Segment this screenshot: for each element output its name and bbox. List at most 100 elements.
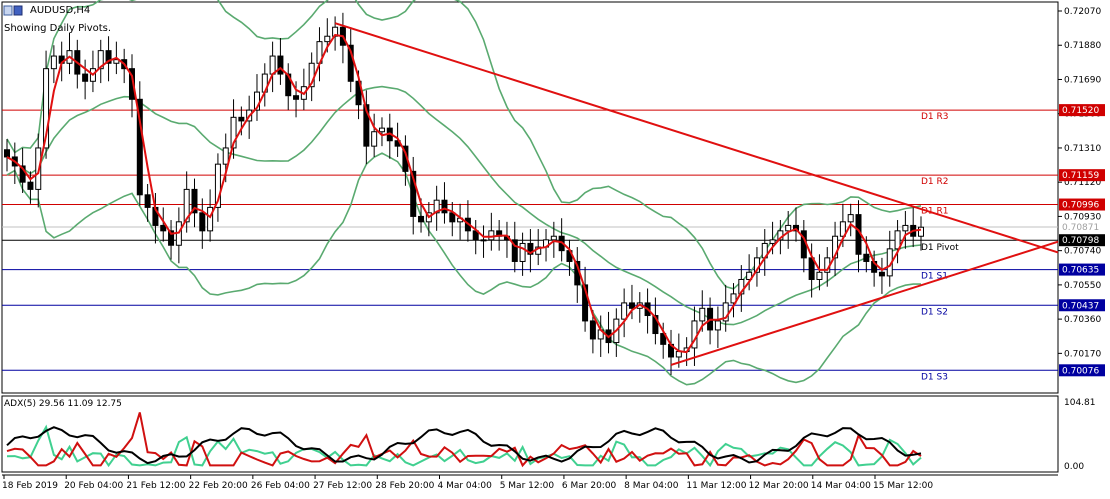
pivot-price-box bbox=[1059, 104, 1105, 117]
x-tick-label: 4 Mar 04:00 bbox=[438, 481, 493, 491]
candle bbox=[582, 284, 589, 322]
price-tick-label: 0.72070 bbox=[1064, 7, 1101, 17]
pivot-price-value: 0.71520 bbox=[1062, 106, 1099, 116]
x-tick-label: 5 Mar 12:00 bbox=[500, 481, 555, 491]
candle bbox=[207, 206, 214, 232]
candle bbox=[4, 149, 10, 158]
bollinger-lower bbox=[6, 152, 921, 386]
candle bbox=[105, 50, 112, 64]
candle bbox=[511, 239, 518, 262]
price-tick-label: 0.70170 bbox=[1064, 349, 1101, 359]
candle bbox=[847, 214, 854, 223]
candle bbox=[238, 116, 245, 122]
candle bbox=[418, 215, 425, 223]
x-tick-label: 12 Mar 20:00 bbox=[749, 481, 809, 491]
candle bbox=[652, 315, 659, 335]
adx-line bbox=[6, 426, 922, 465]
price-tick-label: 0.71880 bbox=[1064, 41, 1101, 51]
x-tick-label: 11 Mar 12:00 bbox=[686, 481, 746, 491]
pivot-label: D1 Pivot bbox=[921, 243, 959, 253]
candle bbox=[839, 221, 846, 237]
pivot-label: D1 R1 bbox=[921, 207, 949, 217]
candle bbox=[918, 226, 924, 237]
candle bbox=[832, 235, 839, 259]
candle bbox=[675, 351, 682, 358]
candle bbox=[628, 302, 635, 309]
pivot-label: D1 S3 bbox=[921, 372, 948, 382]
pivot-price-value: 0.70437 bbox=[1062, 301, 1099, 311]
chart-icon bbox=[3, 5, 13, 16]
moving-average bbox=[6, 33, 922, 354]
price-tick-label: 0.71120 bbox=[1064, 178, 1101, 188]
indicator-label: ADX(5) 29.56 11.09 12.75 bbox=[4, 399, 122, 409]
pivot-price-box bbox=[1059, 234, 1105, 247]
current-price-label: 0.70871 bbox=[1062, 223, 1099, 233]
x-tick-label: 21 Feb 12:00 bbox=[126, 481, 185, 491]
chart-header: AUDUSD,H4 bbox=[4, 5, 90, 16]
x-tick-label: 20 Feb 04:00 bbox=[64, 481, 123, 491]
x-tick-label: 6 Mar 20:00 bbox=[562, 481, 617, 491]
candle bbox=[722, 302, 729, 322]
pivot-price-value: 0.70798 bbox=[1062, 236, 1099, 246]
candle bbox=[168, 230, 175, 246]
candle bbox=[480, 239, 487, 242]
candle bbox=[50, 55, 57, 70]
pivot-subtitle: Showing Daily Pivots. bbox=[4, 23, 112, 34]
candle bbox=[746, 271, 753, 280]
price-tick-label: 0.70550 bbox=[1064, 281, 1101, 291]
x-tick-label: 28 Feb 20:00 bbox=[375, 481, 434, 491]
pivot-price-box bbox=[1059, 198, 1105, 211]
candle bbox=[410, 170, 417, 217]
candle bbox=[621, 302, 628, 320]
candle bbox=[43, 68, 50, 149]
price-tick-label: 0.71690 bbox=[1064, 75, 1101, 85]
candle bbox=[160, 224, 167, 232]
candle bbox=[82, 73, 89, 82]
x-tick-label: 14 Mar 04:00 bbox=[811, 481, 871, 491]
bollinger-middle bbox=[6, 85, 922, 326]
candle bbox=[222, 147, 229, 165]
candle bbox=[324, 35, 331, 43]
x-tick-label: 22 Feb 20:00 bbox=[189, 481, 248, 491]
x-tick-label: 15 Mar 12:00 bbox=[873, 481, 933, 491]
minus-di-line bbox=[6, 412, 922, 468]
price-tick-label: 0.71310 bbox=[1064, 144, 1101, 154]
candle bbox=[277, 55, 284, 75]
symbol-title: AUDUSD,H4 bbox=[30, 5, 91, 16]
candle bbox=[714, 320, 721, 331]
indicator-min-label: 0.00 bbox=[1064, 462, 1084, 472]
pivot-label: D1 R2 bbox=[921, 177, 949, 187]
candle bbox=[128, 68, 135, 100]
candle bbox=[293, 95, 300, 100]
candle bbox=[19, 165, 26, 183]
candle bbox=[785, 224, 792, 232]
pivot-price-box bbox=[1059, 364, 1105, 377]
x-tick-label: 8 Mar 04:00 bbox=[624, 481, 679, 491]
candle bbox=[214, 163, 221, 208]
pivot-price-box bbox=[1059, 299, 1105, 312]
candle bbox=[878, 271, 885, 277]
candle bbox=[378, 127, 385, 133]
candle bbox=[136, 98, 143, 196]
pivot-price-box bbox=[1059, 263, 1105, 276]
candle bbox=[363, 104, 370, 147]
price-tick-label: 0.70360 bbox=[1064, 315, 1101, 325]
x-tick-label: 26 Feb 04:00 bbox=[251, 481, 310, 491]
x-tick-label: 18 Feb 2019 bbox=[2, 481, 58, 491]
candle bbox=[488, 230, 495, 241]
candle bbox=[230, 116, 237, 149]
pivot-price-box bbox=[1059, 169, 1105, 182]
pivot-price-value: 0.70635 bbox=[1062, 266, 1099, 276]
main-plot-frame bbox=[1, 1, 1059, 394]
candle bbox=[113, 59, 120, 64]
candle bbox=[660, 333, 667, 345]
candle bbox=[769, 239, 776, 244]
indicator-frame bbox=[1, 395, 1059, 473]
timeframe-icon bbox=[13, 5, 23, 16]
candle bbox=[371, 131, 378, 147]
candle bbox=[863, 253, 870, 262]
candle bbox=[589, 320, 596, 340]
price-tick-label: 0.70930 bbox=[1064, 212, 1101, 222]
candle bbox=[902, 224, 909, 232]
